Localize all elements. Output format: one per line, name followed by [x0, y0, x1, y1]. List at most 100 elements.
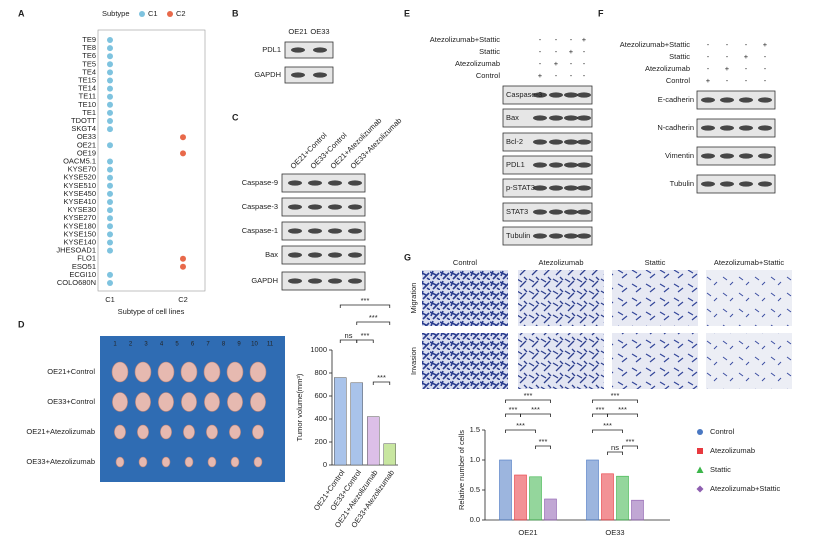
y-tick-label: TE8: [82, 43, 96, 52]
legend-marker: [697, 448, 703, 454]
y-tick-label: TE10: [78, 100, 96, 109]
significance-bracket: [356, 321, 391, 325]
micrograph-column-label: Control: [453, 258, 478, 267]
y-tick-label: KYSE510: [63, 181, 96, 190]
significance-label: ***: [361, 296, 370, 305]
blot-band: [308, 180, 322, 186]
treatment-label: Stattic: [479, 47, 500, 56]
tumor: [135, 392, 151, 412]
treatment-label: Control: [666, 76, 691, 85]
y-tick-label: KYSE140: [63, 237, 96, 246]
tumor: [227, 392, 243, 412]
significance-bracket: [592, 413, 608, 417]
blot-strip: [281, 197, 366, 217]
y-tick-label: TE6: [82, 51, 96, 60]
blot-band: [288, 204, 302, 210]
significance-label: ns: [611, 443, 619, 452]
significance-bracket: [592, 399, 638, 403]
blot-band: [291, 72, 305, 78]
treatment-sign: +: [582, 35, 587, 44]
bar: [383, 443, 396, 466]
y-tick-label: KYSE520: [63, 173, 96, 182]
treatment-sign: -: [555, 47, 558, 56]
tumor: [230, 456, 240, 468]
blot-band: [701, 153, 715, 159]
panel-label: F: [598, 8, 604, 18]
dot: [180, 150, 186, 157]
y-axis-label: Tumor volume(mm³): [295, 373, 304, 441]
blot-row-label: Caspase-3: [506, 90, 542, 99]
blot-row-label: Bax: [265, 250, 278, 259]
significance-bracket: [535, 445, 551, 449]
dot: [107, 239, 113, 246]
tumor: [134, 361, 152, 383]
treatment-sign: +: [744, 52, 749, 61]
blot-row-label: p-STAT3: [506, 183, 535, 192]
legend-marker: [697, 429, 703, 435]
blot-band: [577, 185, 591, 191]
blot-band: [549, 162, 563, 168]
micrograph: [518, 270, 604, 326]
blot-band: [533, 92, 547, 98]
blot-strip: [502, 178, 593, 198]
treatment-sign: -: [764, 76, 767, 85]
blot-band: [288, 278, 302, 284]
dot: [107, 231, 113, 238]
blot-band: [549, 185, 563, 191]
significance-label: ***: [524, 391, 533, 400]
treatment-sign: -: [583, 59, 586, 68]
tumor: [206, 424, 218, 440]
blot-strip: [281, 173, 366, 193]
y-tick-label: 200: [314, 437, 327, 446]
blot-band: [564, 139, 578, 145]
blot-band: [701, 97, 715, 103]
y-tick-label: SKGT4: [71, 124, 96, 133]
blot-band: [701, 181, 715, 187]
significance-bracket: [339, 339, 358, 343]
blot-strip: [281, 271, 366, 291]
tumor: [138, 456, 148, 468]
tumor: [157, 361, 175, 383]
tumor: [229, 424, 241, 440]
legend-label: C1: [148, 9, 158, 18]
x-tick-label: C1: [105, 295, 115, 304]
blot-band: [533, 185, 547, 191]
dot: [107, 126, 113, 133]
blot-band: [720, 125, 734, 131]
blot-band: [348, 252, 362, 258]
micrograph: [612, 270, 698, 326]
blot-row-label: Caspase-3: [242, 202, 278, 211]
blot-row-label: Bcl-2: [506, 137, 523, 146]
dot: [107, 166, 113, 173]
bar: [529, 476, 542, 521]
blot-row-label: GAPDH: [254, 70, 281, 79]
tumor: [253, 456, 263, 468]
dot: [107, 223, 113, 230]
legend-marker: [139, 11, 145, 17]
y-tick-label: 1.0: [470, 455, 480, 464]
blot-strip: [696, 118, 776, 138]
dot: [107, 109, 113, 116]
dot: [107, 69, 113, 76]
tumor: [203, 361, 221, 383]
blot-band: [564, 162, 578, 168]
x-tick-label: OE33: [605, 528, 624, 537]
blot-strip: [502, 85, 593, 105]
blot-strip: [502, 132, 593, 152]
blot-band: [577, 92, 591, 98]
treatment-sign: +: [538, 71, 543, 80]
blot-band: [348, 228, 362, 234]
significance-label: ***: [618, 405, 627, 414]
blot-band: [577, 233, 591, 239]
blot-band: [348, 180, 362, 186]
micrograph: [612, 333, 698, 389]
micrograph: [706, 270, 792, 326]
y-tick-label: FLO1: [77, 254, 96, 263]
ruler-number: 11: [267, 342, 274, 348]
treatment-sign: +: [725, 64, 730, 73]
blot-band: [348, 204, 362, 210]
tumor: [181, 392, 197, 412]
blot-band: [533, 233, 547, 239]
treatment-sign: -: [726, 76, 729, 85]
